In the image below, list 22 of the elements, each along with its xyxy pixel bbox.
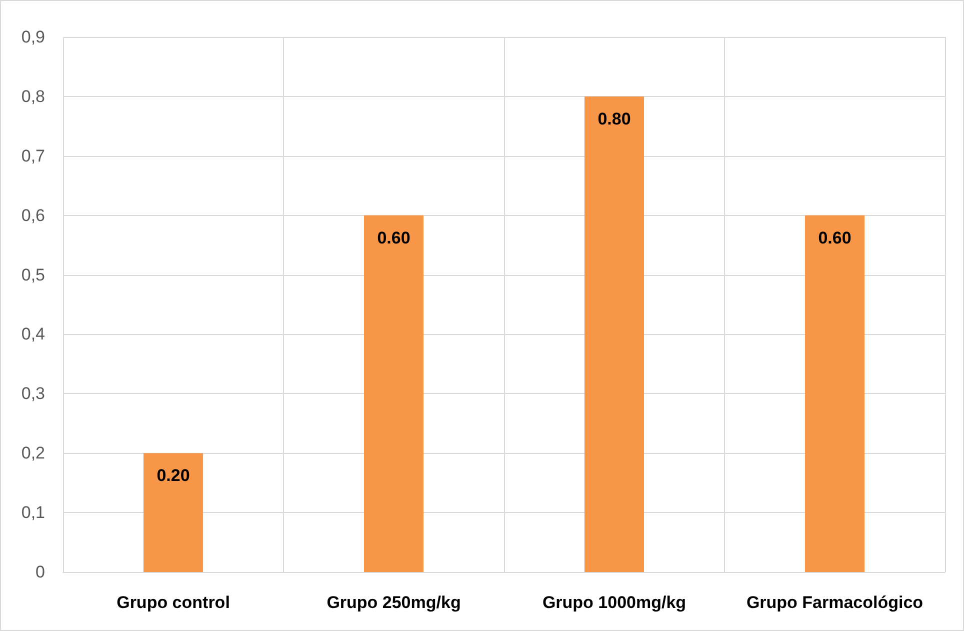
- bar: [143, 453, 204, 572]
- bar: [584, 96, 644, 572]
- x-tick-label: Grupo control: [116, 593, 230, 612]
- y-tick-label: 0,3: [21, 384, 45, 404]
- bar: [364, 215, 424, 572]
- y-tick-label: 0,8: [21, 86, 45, 106]
- x-tick-label: Grupo Farmacológico: [746, 593, 924, 612]
- data-label: 0.20: [156, 466, 190, 486]
- data-label: 0.80: [598, 109, 631, 128]
- bar: [804, 215, 865, 572]
- y-tick-label: 0,4: [21, 324, 45, 344]
- x-tick-label: Grupo 1000mg/kg: [542, 593, 686, 612]
- data-label: 0.60: [818, 228, 852, 248]
- y-tick-label: 0,9: [21, 28, 45, 46]
- y-tick-label: 0,6: [21, 206, 45, 225]
- x-tick-label: Grupo 250mg/kg: [326, 593, 461, 612]
- y-tick-label: 0,7: [21, 146, 45, 166]
- y-tick-label: 0,2: [21, 444, 45, 463]
- data-label: 0.60: [377, 228, 410, 248]
- y-tick-label: 0: [36, 562, 45, 582]
- y-tick-label: 0,5: [21, 265, 45, 284]
- y-tick-label: 0,1: [21, 503, 45, 522]
